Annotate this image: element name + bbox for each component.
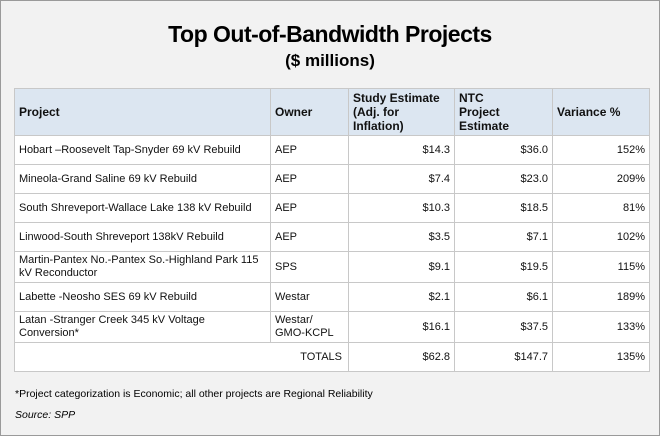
table-cell: 189% bbox=[552, 282, 650, 312]
table-cell: 133% bbox=[552, 311, 650, 343]
table-cell: AEP bbox=[270, 164, 349, 194]
table-cell: SPS bbox=[270, 251, 349, 283]
table-cell: $7.1 bbox=[454, 222, 553, 252]
table-cell: 209% bbox=[552, 164, 650, 194]
column-header: NTC Project Estimate bbox=[454, 88, 553, 136]
table-row: Linwood-South Shreveport 138kV Rebuild AE… bbox=[14, 222, 650, 252]
projects-table: Project Owner Study Estimate (Adj. for Inf… bbox=[14, 88, 650, 372]
table-cell: Martin-Pantex No.-Pantex So.-Highland Pa… bbox=[14, 251, 271, 283]
table-cell: $14.3 bbox=[348, 135, 455, 165]
column-header: Study Estimate (Adj. for Inflation) bbox=[348, 88, 455, 136]
table-cell: South Shreveport-Wallace Lake 138 kV Reb… bbox=[14, 193, 271, 223]
table-cell: $18.5 bbox=[454, 193, 553, 223]
table-cell: $6.1 bbox=[454, 282, 553, 312]
total-cell: $62.8 bbox=[348, 342, 455, 372]
table-cell: Hobart –Roosevelt Tap-Snyder 69 kV Rebui… bbox=[14, 135, 271, 165]
subtitle: ($ millions) bbox=[285, 51, 375, 70]
table-cell: $37.5 bbox=[454, 311, 553, 343]
column-header: Owner bbox=[270, 88, 349, 136]
table-cell: $23.0 bbox=[454, 164, 553, 194]
table-cell: AEP bbox=[270, 135, 349, 165]
table-row: Mineola-Grand Saline 69 kV Rebuild AEP $7.… bbox=[14, 164, 650, 194]
table-cell: $19.5 bbox=[454, 251, 553, 283]
table-row: Martin-Pantex No.-Pantex So.-Highland Pa… bbox=[14, 251, 650, 283]
table-cell: $9.1 bbox=[348, 251, 455, 283]
title: Top Out-of-Bandwidth Projects bbox=[168, 21, 492, 47]
footnote: *Project categorization is Economic; all… bbox=[15, 388, 373, 400]
table-row: Hobart –Roosevelt Tap-Snyder 69 kV Rebui… bbox=[14, 135, 650, 165]
table-cell: 81% bbox=[552, 193, 650, 223]
table-cell: $10.3 bbox=[348, 193, 455, 223]
table-body: Hobart –Roosevelt Tap-Snyder 69 kV Rebui… bbox=[14, 135, 650, 372]
table-row: South Shreveport-Wallace Lake 138 kV Reb… bbox=[14, 193, 650, 223]
table-cell: Westar/ GMO-KCPL bbox=[270, 311, 349, 343]
table-cell: Linwood-South Shreveport 138kV Rebuild bbox=[14, 222, 271, 252]
total-row: TOTALS $62.8 $147.7 135% bbox=[14, 342, 650, 372]
header-row: Project Owner Study Estimate (Adj. for Inf… bbox=[14, 88, 650, 136]
source: Source: SPP bbox=[15, 409, 76, 421]
table-row: Labette -Neosho SES 69 kV Rebuild Westar $… bbox=[14, 282, 650, 312]
table-cell: AEP bbox=[270, 222, 349, 252]
table-cell: Westar bbox=[270, 282, 349, 312]
table-cell: 102% bbox=[552, 222, 650, 252]
total-cell: TOTALS bbox=[14, 342, 349, 372]
table-cell: $36.0 bbox=[454, 135, 553, 165]
table-cell: Labette -Neosho SES 69 kV Rebuild bbox=[14, 282, 271, 312]
table-cell: $3.5 bbox=[348, 222, 455, 252]
table-cell: $2.1 bbox=[348, 282, 455, 312]
table-cell: 152% bbox=[552, 135, 650, 165]
total-cell: $147.7 bbox=[454, 342, 553, 372]
table-cell: AEP bbox=[270, 193, 349, 223]
table-cell: $16.1 bbox=[348, 311, 455, 343]
table-row: Latan -Stranger Creek 345 kV Voltage Con… bbox=[14, 311, 650, 343]
column-header: Project bbox=[14, 88, 271, 136]
table-cell: 115% bbox=[552, 251, 650, 283]
table-cell: $7.4 bbox=[348, 164, 455, 194]
table-cell: Latan -Stranger Creek 345 kV Voltage Con… bbox=[14, 311, 271, 343]
total-cell: 135% bbox=[552, 342, 650, 372]
table-cell: Mineola-Grand Saline 69 kV Rebuild bbox=[14, 164, 271, 194]
column-header: Variance % bbox=[552, 88, 650, 136]
